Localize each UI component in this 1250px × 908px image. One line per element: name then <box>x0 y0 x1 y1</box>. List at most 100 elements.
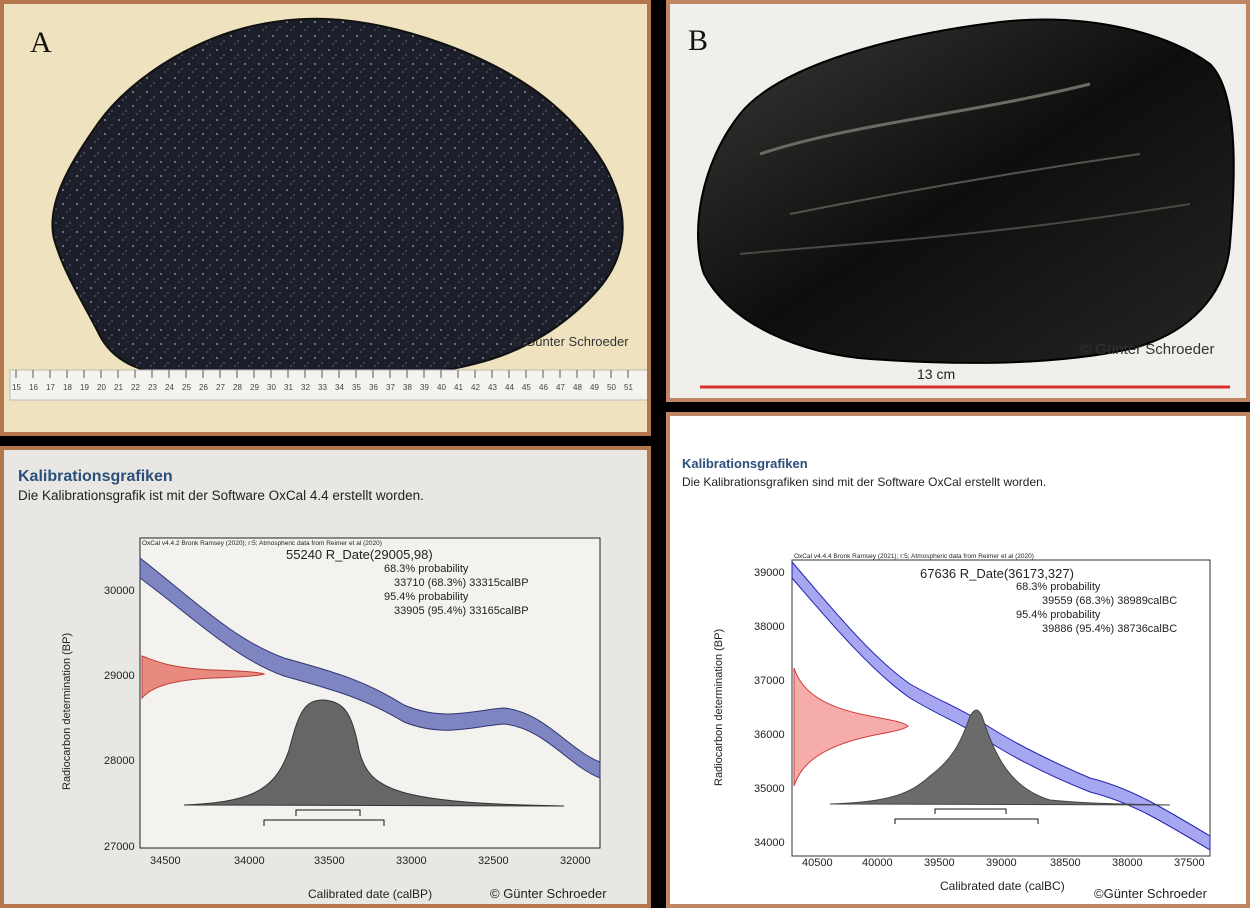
calibration-chart-d: OxCal v4.4.4 Bronk Ramsey (2021); r:5; A… <box>713 553 1211 901</box>
p95-range: 33905 (95.4%) 33165calBP <box>394 605 529 617</box>
panel-b-photo: B © Günter Schroeder 13 cm <box>666 0 1250 402</box>
svg-text:34000: 34000 <box>754 837 785 849</box>
range-68-bar <box>295 809 361 816</box>
y-axis-label: Radiocarbon determination (BP) <box>713 629 725 786</box>
ruler-tick-label: 37 <box>386 383 395 392</box>
panel-label-b: B <box>688 24 709 57</box>
calibration-curve <box>791 560 1211 851</box>
ruler-tick-label: 15 <box>12 383 21 392</box>
doc-subtitle-d: Die Kalibrationsgrafiken sind mit der So… <box>682 475 1047 489</box>
copyright-a: © Günter Schroeder <box>512 334 629 349</box>
svg-text:40000: 40000 <box>862 857 893 869</box>
calibrated-distribution <box>183 699 565 807</box>
copyright-d: ©Günter Schroeder <box>1094 886 1208 901</box>
p68-range: 33710 (68.3%) 33315calBP <box>394 577 529 589</box>
svg-text:39500: 39500 <box>924 857 955 869</box>
ruler-tick-label: 26 <box>199 383 208 392</box>
radiocarbon-date-distribution <box>141 655 266 700</box>
ruler-tick-label: 22 <box>131 383 140 392</box>
chart-header: OxCal v4.4.2 Bronk Ramsey (2020); r:5; A… <box>142 540 382 547</box>
ruler-scale: 15 16 17 18 19 20 21 22 23 24 25 26 27 28 29 30 31 32 33 34… <box>12 370 633 392</box>
svg-text:40500: 40500 <box>802 857 833 869</box>
panel-label-a: A <box>30 26 52 59</box>
doc-title-d: Kalibrationsgrafiken <box>682 456 808 471</box>
svg-text:38000: 38000 <box>1112 857 1143 869</box>
coal-specimen-a: 15 16 17 18 19 20 21 22 23 24 25 26 27 28 29 30 31 32 33 34… <box>9 17 647 401</box>
svg-text:38000: 38000 <box>754 621 785 633</box>
copyright-c: © Günter Schroeder <box>490 886 607 901</box>
ruler-tick-label: 47 <box>556 383 565 392</box>
doc-subtitle-c: Die Kalibrationsgrafik ist mit der Softw… <box>18 488 424 503</box>
ruler-tick-label: 35 <box>352 383 361 392</box>
ruler-tick-label: 48 <box>573 383 582 392</box>
sample-label: 55240 R_Date(29005,98) <box>286 547 433 562</box>
svg-text:28000: 28000 <box>104 755 135 767</box>
svg-text:36000: 36000 <box>754 729 785 741</box>
ruler-tick-label: 32 <box>301 383 310 392</box>
svg-text:37000: 37000 <box>754 675 785 687</box>
ruler-tick-label: 21 <box>114 383 123 392</box>
p68-label: 68.3% probability <box>1016 581 1101 593</box>
copyright-b: © Günter Schroeder <box>1080 341 1215 358</box>
ruler-tick-label: 16 <box>29 383 38 392</box>
range-95-bar <box>894 818 1039 824</box>
ruler-tick-label: 40 <box>437 383 446 392</box>
svg-text:39000: 39000 <box>986 857 1017 869</box>
ruler-tick-label: 28 <box>233 383 242 392</box>
svg-text:35000: 35000 <box>754 783 785 795</box>
svg-text:39000: 39000 <box>754 567 785 579</box>
ruler-tick-label: 44 <box>505 383 514 392</box>
calibration-curve <box>139 556 601 779</box>
panel-a-photo: 15 16 17 18 19 20 21 22 23 24 25 26 27 28 29 30 31 32 33 34… <box>0 0 651 436</box>
ruler-tick-label: 38 <box>403 383 412 392</box>
radiocarbon-date-distribution <box>793 667 909 787</box>
calibration-chart-c: OxCal v4.4.2 Bronk Ramsey (2020); r:5; A… <box>61 537 607 901</box>
svg-text:30000: 30000 <box>104 585 135 597</box>
ruler-tick-label: 25 <box>182 383 191 392</box>
y-ticks: 30000 29000 28000 27000 <box>104 585 135 853</box>
calibrated-distribution <box>829 709 1171 806</box>
p95-label: 95.4% probability <box>1016 609 1101 621</box>
ruler-tick-label: 39 <box>420 383 429 392</box>
svg-text:29000: 29000 <box>104 670 135 682</box>
p95-range: 39886 (95.4%) 38736calBC <box>1042 623 1177 635</box>
sample-label: 67636 R_Date(36173,327) <box>920 566 1074 581</box>
ruler-tick-label: 41 <box>454 383 463 392</box>
coal-specimen-b <box>697 18 1235 389</box>
panel-c-calibration: Kalibrationsgrafiken Die Kalibrationsgra… <box>0 446 651 908</box>
svg-text:38500: 38500 <box>1050 857 1081 869</box>
ruler-tick-label: 19 <box>80 383 89 392</box>
doc-title-c: Kalibrationsgrafiken <box>18 468 173 485</box>
ruler-tick-label: 43 <box>488 383 497 392</box>
ruler-tick-label: 23 <box>148 383 157 392</box>
svg-text:33500: 33500 <box>314 855 345 867</box>
ruler-tick-label: 30 <box>267 383 276 392</box>
ruler-tick-label: 29 <box>250 383 259 392</box>
p68-range: 39559 (68.3%) 38989calBC <box>1042 595 1177 607</box>
ruler-tick-label: 17 <box>46 383 55 392</box>
y-ticks: 39000 38000 37000 36000 35000 34000 <box>754 567 785 849</box>
svg-text:34500: 34500 <box>150 855 181 867</box>
ruler-tick-label: 34 <box>335 383 344 392</box>
svg-text:32000: 32000 <box>560 855 591 867</box>
y-axis-label: Radiocarbon determination (BP) <box>61 633 73 790</box>
chart-header: OxCal v4.4.4 Bronk Ramsey (2021); r:5; A… <box>794 553 1034 560</box>
x-ticks: 34500 34000 33500 33000 32500 32000 <box>150 855 591 867</box>
svg-text:33000: 33000 <box>396 855 427 867</box>
svg-text:27000: 27000 <box>104 841 135 853</box>
p95-label: 95.4% probability <box>384 591 469 603</box>
ruler-tick-label: 50 <box>607 383 616 392</box>
p68-label: 68.3% probability <box>384 563 469 575</box>
ruler-tick-label: 51 <box>624 383 633 392</box>
ruler-tick-label: 27 <box>216 383 225 392</box>
svg-text:32500: 32500 <box>478 855 509 867</box>
svg-text:34000: 34000 <box>234 855 265 867</box>
ruler-tick-label: 36 <box>369 383 378 392</box>
svg-text:37500: 37500 <box>1174 857 1205 869</box>
scale-label: 13 cm <box>917 366 956 382</box>
ruler-tick-label: 18 <box>63 383 72 392</box>
ruler-tick-label: 24 <box>165 383 174 392</box>
x-axis-label: Calibrated date (calBP) <box>308 887 432 901</box>
ruler-tick-label: 33 <box>318 383 327 392</box>
ruler-tick-label: 46 <box>539 383 548 392</box>
